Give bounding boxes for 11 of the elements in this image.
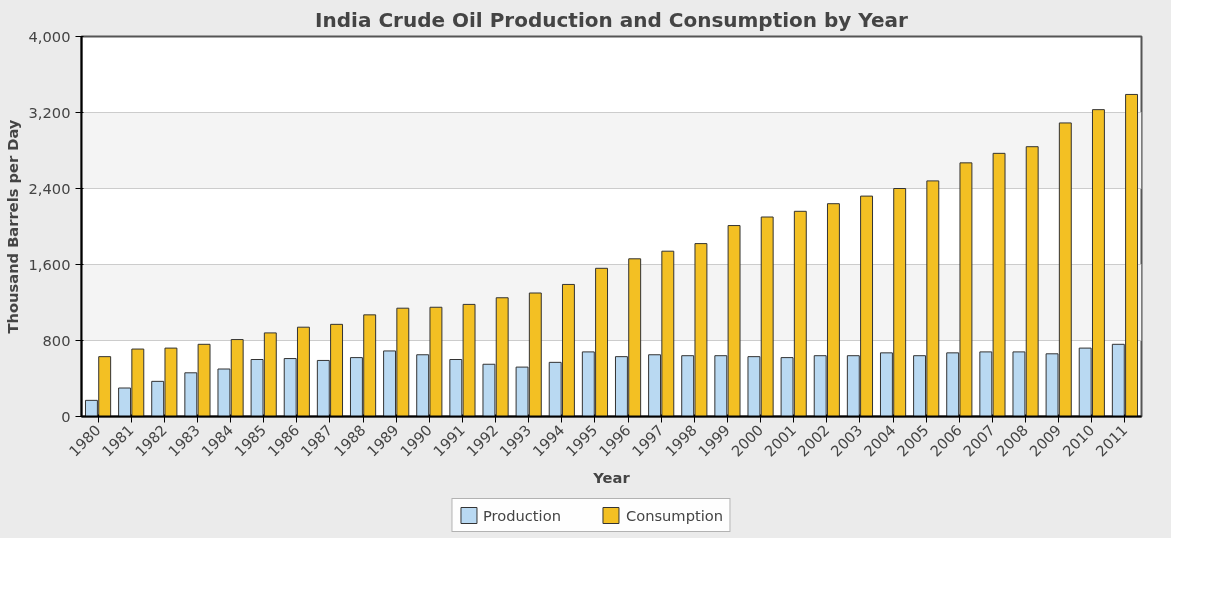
y-tick-label: 2,400 [28, 179, 71, 197]
y-tick-label: 4,000 [28, 27, 71, 45]
legend-label: Consumption [625, 506, 724, 524]
y-tick-label: 0 [61, 407, 71, 425]
y-tick-label: 3,200 [28, 103, 71, 121]
y-tick-label: 800 [42, 331, 71, 349]
y-axis-title: Thousand Barrels per Day [3, 119, 21, 334]
chart-title: India Crude Oil Production and Consumption by Year [315, 7, 909, 32]
legend-label: Production [482, 506, 561, 524]
x-axis-title: Year [592, 468, 631, 486]
y-tick-label: 1,600 [28, 255, 71, 273]
